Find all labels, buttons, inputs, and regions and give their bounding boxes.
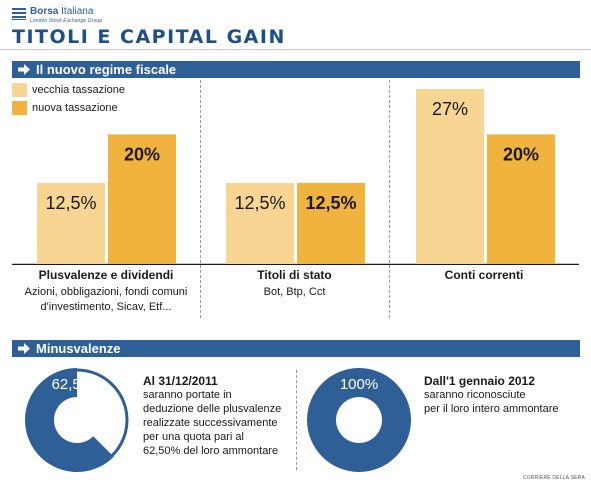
donut-value-label: 100% bbox=[340, 376, 378, 393]
bar-value-label: 20% bbox=[503, 144, 539, 164]
brand-subtitle: London Stock Exchange Group bbox=[30, 18, 103, 24]
credit-text: CORRIERE DELLA SERA bbox=[522, 475, 585, 481]
category-subtitle: Azioni, obbligazioni, fondi comuni d'inv… bbox=[24, 286, 188, 313]
bar-new bbox=[108, 134, 176, 264]
section-title-minusvalenze: Minusvalenze bbox=[36, 341, 121, 356]
minus-note-2012: Dall'1 gennaio 2012 saranno riconosciute… bbox=[424, 374, 584, 416]
category-label: Plusvalenze e dividendi bbox=[38, 268, 174, 282]
category-separator bbox=[389, 80, 390, 318]
category-label: Titoli di stato bbox=[257, 268, 332, 282]
bar-old bbox=[416, 89, 484, 264]
arrow-right-icon bbox=[18, 343, 30, 354]
section-title-regime: Il nuovo regime fiscale bbox=[36, 62, 177, 77]
category-subtitle: Bot, Btp, Cct bbox=[263, 286, 326, 298]
minus-heading-2011: Al 31/12/2011 bbox=[143, 374, 218, 388]
minus-heading-2012: Dall'1 gennaio 2012 bbox=[424, 374, 535, 388]
donut-chart-2012: 100% bbox=[307, 368, 411, 472]
donut-hole bbox=[54, 397, 100, 443]
title-rule bbox=[0, 49, 591, 50]
legend-swatch-old bbox=[12, 83, 27, 97]
bar-new bbox=[487, 134, 555, 264]
page-title: TITOLI E CAPITAL GAIN bbox=[12, 26, 286, 48]
brand-name: Borsa Italiana bbox=[30, 6, 94, 17]
bar-old bbox=[37, 182, 105, 264]
donut-separator bbox=[296, 370, 297, 470]
section-band-regime: Il nuovo regime fiscale bbox=[12, 61, 580, 78]
bar-value-label: 12,5% bbox=[234, 193, 285, 213]
legend-label-new: nuova tassazione bbox=[32, 102, 118, 114]
legend-swatch-new bbox=[12, 101, 27, 115]
category-label: Conti correnti bbox=[444, 268, 524, 282]
bar-value-label: 27% bbox=[432, 99, 468, 119]
bar-value-label: 12,5% bbox=[45, 193, 96, 213]
tax-bar-chart: 12,5% 12,5% 27% 20% 12,5% 20% bbox=[12, 89, 579, 265]
bar-value-label: 12,5% bbox=[305, 193, 356, 213]
donut-chart-2011: 62,50% bbox=[25, 368, 129, 472]
bar-value-label: 20% bbox=[124, 144, 160, 164]
borsa-logo-icon bbox=[12, 8, 26, 20]
section-band-minusvalenze: Minusvalenze bbox=[12, 340, 580, 357]
bar-old bbox=[226, 182, 294, 264]
category-separator bbox=[200, 80, 201, 318]
legend-label-old: vecchia tassazione bbox=[32, 84, 125, 96]
minus-text-2011: saranno portate in deduzione delle plusv… bbox=[143, 389, 282, 457]
donut-value-label: 62,50% bbox=[52, 376, 103, 393]
arrow-right-icon bbox=[18, 64, 30, 75]
minus-note-2011: Al 31/12/2011 saranno portate in deduzio… bbox=[143, 374, 293, 458]
donut-hole bbox=[336, 397, 382, 443]
header: Borsa Italiana London Stock Exchange Gro… bbox=[0, 0, 591, 50]
bar-new bbox=[297, 182, 365, 264]
minus-text-2012: saranno riconosciute per il loro intero … bbox=[424, 389, 559, 415]
